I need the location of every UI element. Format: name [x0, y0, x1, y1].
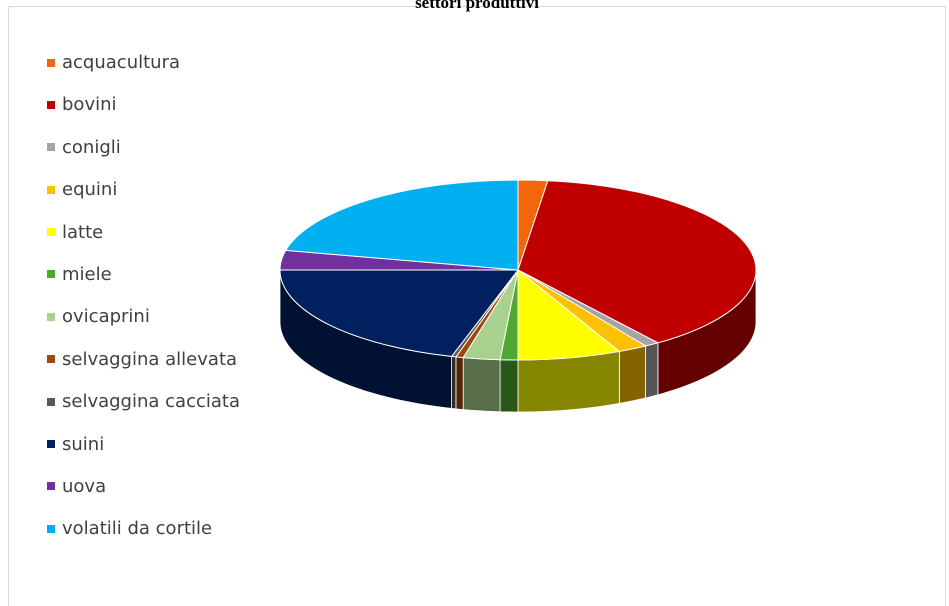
legend-entry: conigli [47, 134, 240, 161]
legend-swatch [47, 58, 55, 67]
legend-label: selvaggina allevata [62, 348, 238, 370]
legend-swatch [47, 228, 55, 237]
legend-label: miele [62, 263, 112, 285]
legend-label: selvaggina cacciata [62, 391, 240, 413]
legend-label: acquacultura [62, 52, 180, 73]
legend-swatch [47, 482, 55, 491]
legend-entry: selvaggina cacciata [47, 388, 240, 415]
legend-swatch [47, 312, 55, 321]
pie-slice [285, 179, 519, 271]
chart-legend: acquacultura bovini conigli equini latte miel… [47, 49, 240, 558]
legend-swatch [47, 185, 55, 194]
legend-label: equini [62, 179, 118, 201]
legend-label: bovini [62, 94, 117, 116]
legend-label: suini [62, 433, 105, 455]
legend-entry: equini [47, 176, 240, 203]
pie-slice [279, 269, 519, 357]
legend-swatch [47, 355, 55, 364]
legend-entry: volatili da cortile [47, 515, 240, 542]
pie-slice-side [499, 359, 519, 413]
legend-label: latte [62, 221, 104, 243]
legend-label: volatili da cortile [62, 518, 213, 540]
legend-label: conigli [62, 136, 121, 158]
pie-slice [517, 269, 620, 361]
legend-entry: ovicaprini [47, 303, 240, 330]
legend-swatch [47, 143, 55, 152]
legend-entry: suini [47, 431, 240, 458]
pie-slice-side [451, 356, 457, 410]
legend-label: uova [62, 475, 107, 497]
legend-swatch [47, 440, 55, 449]
legend-entry: uova [47, 473, 240, 500]
pie-slice [517, 180, 757, 344]
pie-slice-side [462, 357, 501, 413]
legend-entry: bovini [47, 91, 240, 118]
legend-entry: acquacultura [47, 49, 240, 76]
legend-swatch [47, 270, 55, 279]
legend-entry: latte [47, 219, 240, 246]
pie-slice-side [645, 342, 659, 399]
legend-swatch [47, 397, 55, 406]
legend-swatch [47, 100, 55, 109]
chart-area: settori produttivi acquacultura bovini con… [8, 0, 946, 606]
pie-top-faces [279, 179, 757, 361]
pie-slice-side [455, 356, 464, 410]
pie-slice-side [517, 351, 620, 413]
legend-label: ovicaprini [62, 306, 150, 328]
legend-swatch [47, 524, 55, 533]
legend-entry: selvaggina allevata [47, 346, 240, 373]
pie-slice-side [618, 345, 646, 404]
legend-entry: miele [47, 261, 240, 288]
chart-title: settori produttivi [415, 0, 539, 12]
